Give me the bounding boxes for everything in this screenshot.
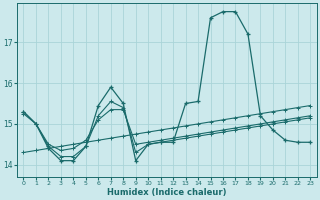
X-axis label: Humidex (Indice chaleur): Humidex (Indice chaleur)	[107, 188, 227, 197]
